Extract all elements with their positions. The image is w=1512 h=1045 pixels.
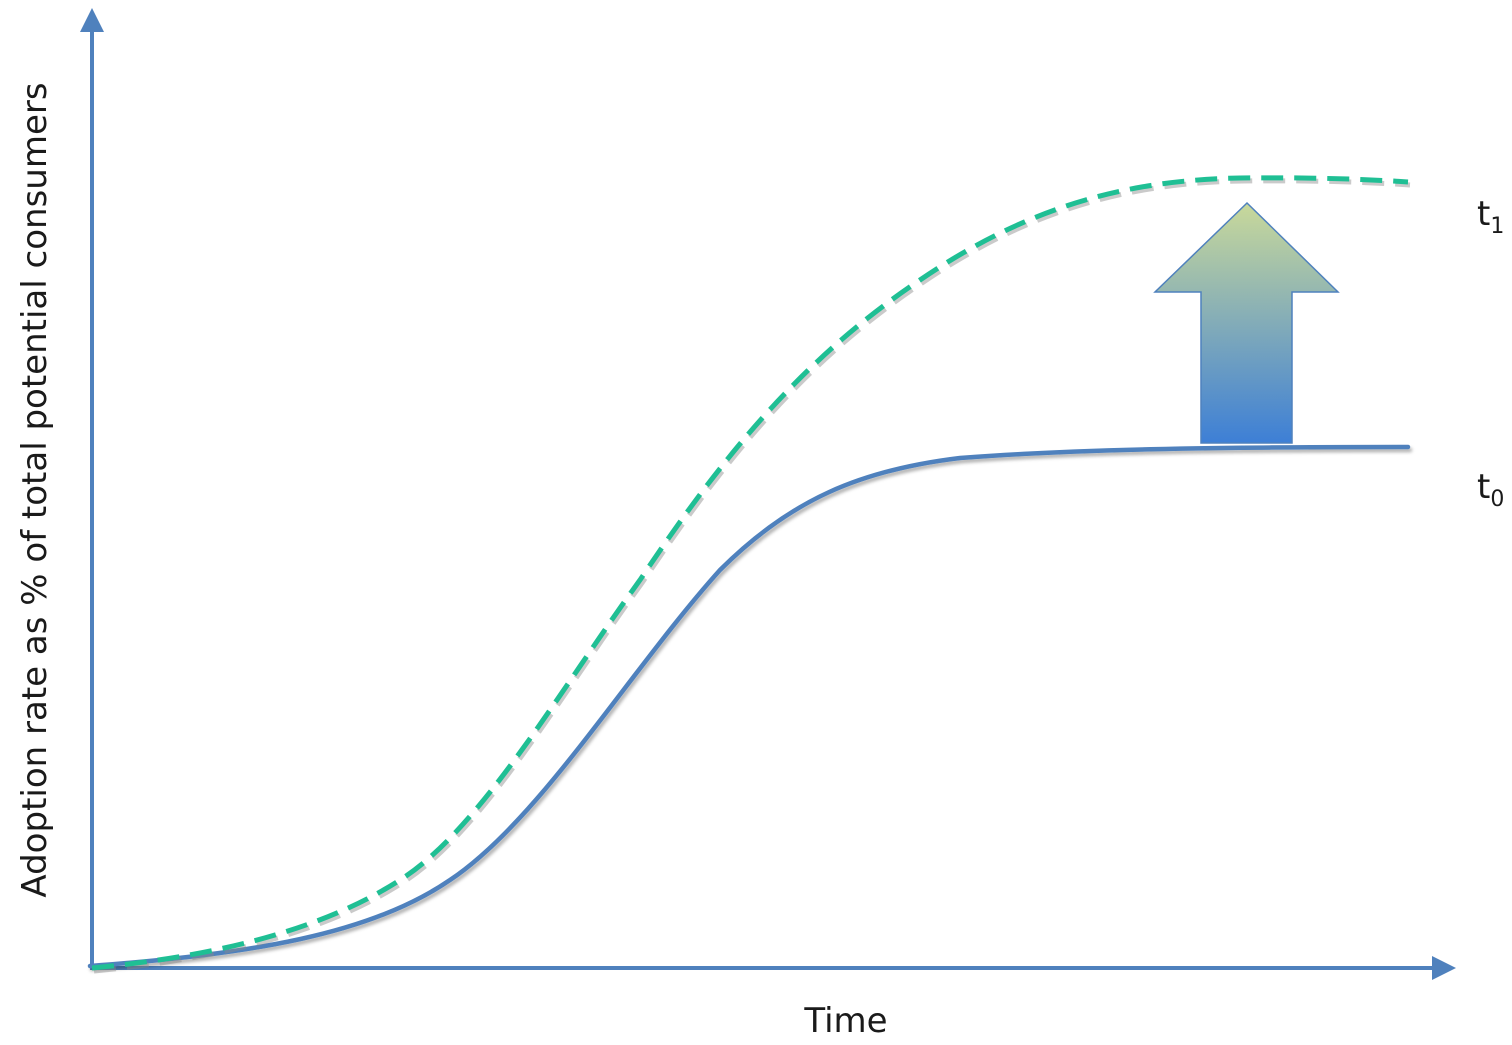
- curve-t0: [87, 444, 1411, 969]
- curve-label-t1: t1: [1477, 194, 1504, 239]
- curve-label-t1-sub: 1: [1490, 214, 1504, 239]
- upward-shift-arrow: [1153, 201, 1340, 444]
- curve-label-t1-base: t: [1477, 194, 1490, 234]
- curve-label-t0: t0: [1477, 467, 1504, 512]
- x-axis-label: Time: [803, 1001, 887, 1041]
- y-axis-label: Adoption rate as % of total potential co…: [15, 82, 55, 897]
- x-axis-arrowhead: [1432, 956, 1456, 980]
- y-axis: [80, 8, 104, 968]
- curve-label-t0-base: t: [1477, 467, 1490, 507]
- curve-t1: [91, 175, 1411, 974]
- curve-label-t0-sub: 0: [1490, 487, 1504, 512]
- y-axis-arrowhead: [80, 8, 104, 32]
- x-axis: [90, 956, 1456, 980]
